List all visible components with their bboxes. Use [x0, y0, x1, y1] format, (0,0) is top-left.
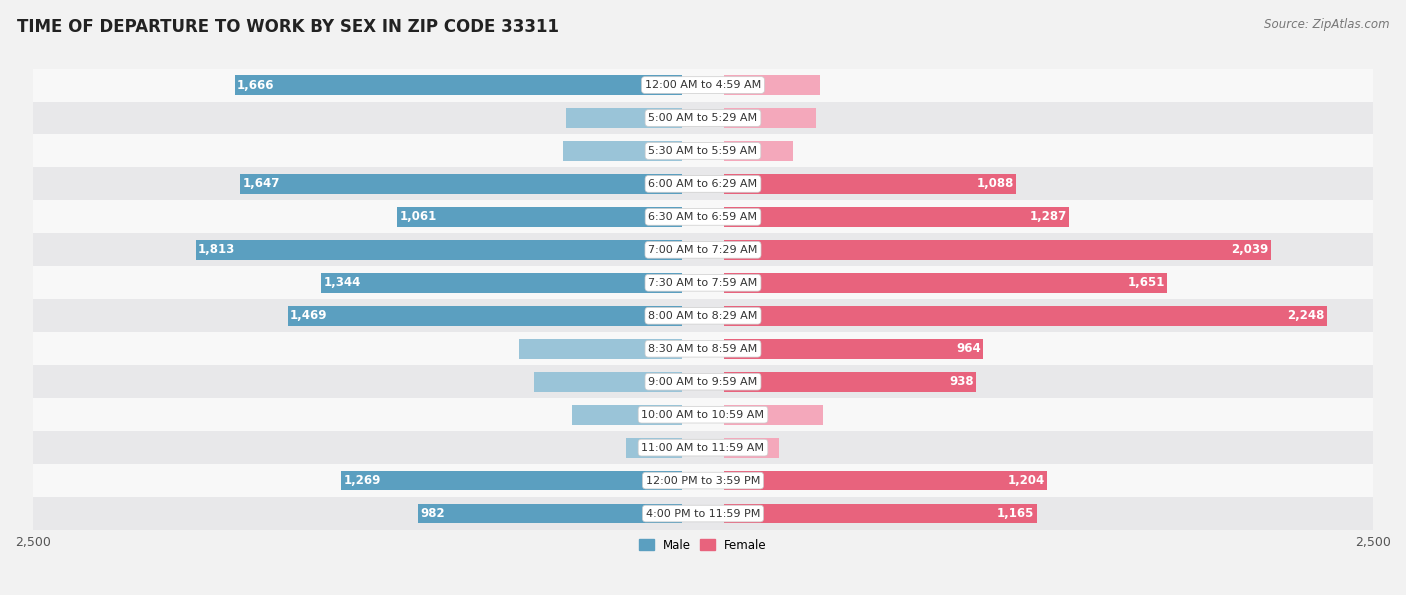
Text: Source: ZipAtlas.com: Source: ZipAtlas.com — [1264, 18, 1389, 31]
Bar — [32, 233, 1374, 267]
Bar — [32, 398, 1374, 431]
Text: 964: 964 — [956, 342, 980, 355]
Text: 5:30 AM to 5:59 AM: 5:30 AM to 5:59 AM — [648, 146, 758, 156]
Bar — [32, 167, 1374, 201]
Bar — [322, 273, 682, 293]
Bar — [235, 75, 682, 95]
Text: 257: 257 — [725, 145, 748, 158]
Bar — [240, 174, 682, 194]
Text: 549: 549 — [658, 375, 681, 388]
Bar — [419, 503, 682, 524]
Bar — [724, 405, 823, 425]
Text: 6:30 AM to 6:59 AM: 6:30 AM to 6:59 AM — [648, 212, 758, 222]
Bar — [32, 299, 1374, 332]
Text: 7:30 AM to 7:59 AM: 7:30 AM to 7:59 AM — [648, 278, 758, 288]
Text: 1,813: 1,813 — [198, 243, 235, 256]
Bar — [724, 75, 820, 95]
Bar — [724, 108, 817, 128]
Bar — [567, 108, 682, 128]
Text: 8:30 AM to 8:59 AM: 8:30 AM to 8:59 AM — [648, 344, 758, 354]
Text: 1,647: 1,647 — [242, 177, 280, 190]
Text: 8:00 AM to 8:29 AM: 8:00 AM to 8:29 AM — [648, 311, 758, 321]
Text: 431: 431 — [658, 111, 681, 124]
Bar — [626, 438, 682, 458]
Text: 1,651: 1,651 — [1128, 276, 1164, 289]
Text: 6:00 AM to 6:29 AM: 6:00 AM to 6:29 AM — [648, 179, 758, 189]
Bar — [195, 240, 682, 260]
Bar — [32, 332, 1374, 365]
Text: 366: 366 — [725, 408, 748, 421]
Bar — [562, 141, 682, 161]
Text: 207: 207 — [658, 441, 681, 454]
Text: 12:00 AM to 4:59 AM: 12:00 AM to 4:59 AM — [645, 80, 761, 90]
Bar — [724, 438, 779, 458]
Bar — [724, 471, 1047, 490]
Text: TIME OF DEPARTURE TO WORK BY SEX IN ZIP CODE 33311: TIME OF DEPARTURE TO WORK BY SEX IN ZIP … — [17, 18, 558, 36]
Text: 1,344: 1,344 — [323, 276, 361, 289]
Legend: Male, Female: Male, Female — [634, 534, 772, 556]
Text: 5:00 AM to 5:29 AM: 5:00 AM to 5:29 AM — [648, 113, 758, 123]
Text: 12:00 PM to 3:59 PM: 12:00 PM to 3:59 PM — [645, 475, 761, 486]
Text: 1,061: 1,061 — [399, 211, 437, 223]
Text: 10:00 AM to 10:59 AM: 10:00 AM to 10:59 AM — [641, 410, 765, 419]
Text: 4:00 PM to 11:59 PM: 4:00 PM to 11:59 PM — [645, 509, 761, 519]
Bar — [32, 365, 1374, 398]
Bar — [32, 267, 1374, 299]
Bar — [32, 201, 1374, 233]
Bar — [724, 240, 1271, 260]
Text: 1,666: 1,666 — [238, 79, 274, 92]
Text: 1,269: 1,269 — [343, 474, 381, 487]
Text: 1,287: 1,287 — [1031, 211, 1067, 223]
Bar — [32, 134, 1374, 167]
Text: 608: 608 — [658, 342, 681, 355]
Bar — [396, 207, 682, 227]
Bar — [32, 497, 1374, 530]
Bar — [288, 306, 682, 325]
Bar — [32, 68, 1374, 102]
Bar — [32, 102, 1374, 134]
Text: 2,039: 2,039 — [1232, 243, 1268, 256]
Text: 1,469: 1,469 — [290, 309, 328, 322]
Text: 442: 442 — [658, 145, 681, 158]
Bar — [572, 405, 682, 425]
Text: 9:00 AM to 9:59 AM: 9:00 AM to 9:59 AM — [648, 377, 758, 387]
Bar — [342, 471, 682, 490]
Text: 343: 343 — [725, 111, 748, 124]
Text: 7:00 AM to 7:29 AM: 7:00 AM to 7:29 AM — [648, 245, 758, 255]
Text: 356: 356 — [725, 79, 748, 92]
Bar — [724, 141, 793, 161]
Bar — [724, 207, 1070, 227]
Text: 938: 938 — [949, 375, 974, 388]
Bar — [724, 174, 1017, 194]
Text: 1,088: 1,088 — [977, 177, 1014, 190]
Bar — [519, 339, 682, 359]
Bar — [32, 431, 1374, 464]
Bar — [534, 372, 682, 392]
Text: 11:00 AM to 11:59 AM: 11:00 AM to 11:59 AM — [641, 443, 765, 453]
Bar — [724, 306, 1327, 325]
Bar — [724, 273, 1167, 293]
Bar — [32, 464, 1374, 497]
Bar — [724, 339, 983, 359]
Text: 2,248: 2,248 — [1288, 309, 1324, 322]
Text: 409: 409 — [658, 408, 681, 421]
Bar — [724, 503, 1036, 524]
Text: 1,204: 1,204 — [1008, 474, 1045, 487]
Text: 202: 202 — [725, 441, 748, 454]
Text: 1,165: 1,165 — [997, 507, 1035, 520]
Bar — [724, 372, 976, 392]
Text: 982: 982 — [420, 507, 446, 520]
